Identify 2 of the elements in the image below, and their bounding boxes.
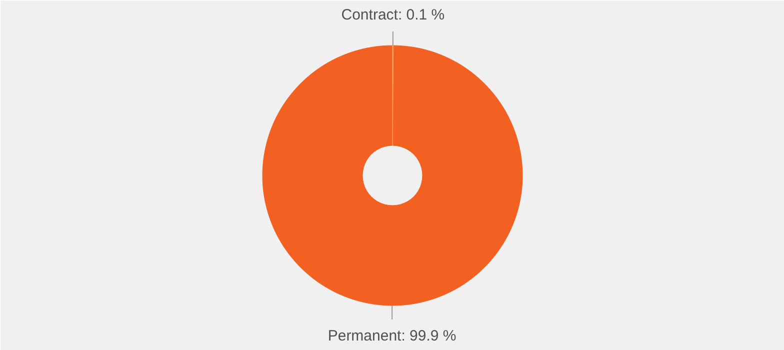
slice-label: Permanent: 99.9 % — [328, 328, 456, 344]
slice-label: Contract: 0.1 % — [341, 6, 445, 24]
